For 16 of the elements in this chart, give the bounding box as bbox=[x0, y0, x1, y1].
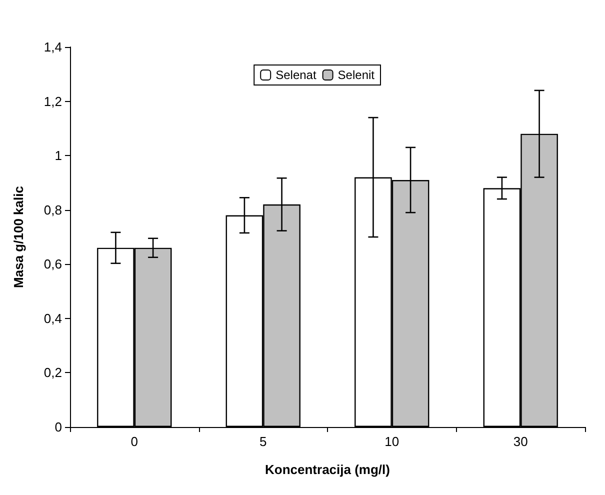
x-tick-label: 10 bbox=[384, 434, 400, 449]
y-tick-label: 0,2 bbox=[44, 365, 62, 380]
y-tick-label: 1,2 bbox=[44, 94, 62, 109]
legend-label: Selenat bbox=[276, 68, 317, 82]
y-tick-label: 1,4 bbox=[44, 40, 62, 54]
x-tick-label: 5 bbox=[260, 434, 267, 449]
y-tick-label: 0,4 bbox=[44, 310, 62, 326]
x-axis-title: Koncentracija (mg/l) bbox=[265, 462, 390, 477]
y-tick-label: 0,8 bbox=[44, 202, 62, 218]
x-tick-label: 30 bbox=[513, 434, 528, 449]
legend-label: Selenit bbox=[338, 68, 376, 82]
y-tick-label: 1 bbox=[54, 148, 62, 164]
x-tick-label: 0 bbox=[130, 434, 138, 449]
y-axis-title: Masa g/100 kalic bbox=[11, 186, 26, 288]
y-tick-label: 0 bbox=[54, 420, 62, 434]
y-tick-label: 0,6 bbox=[44, 256, 62, 272]
